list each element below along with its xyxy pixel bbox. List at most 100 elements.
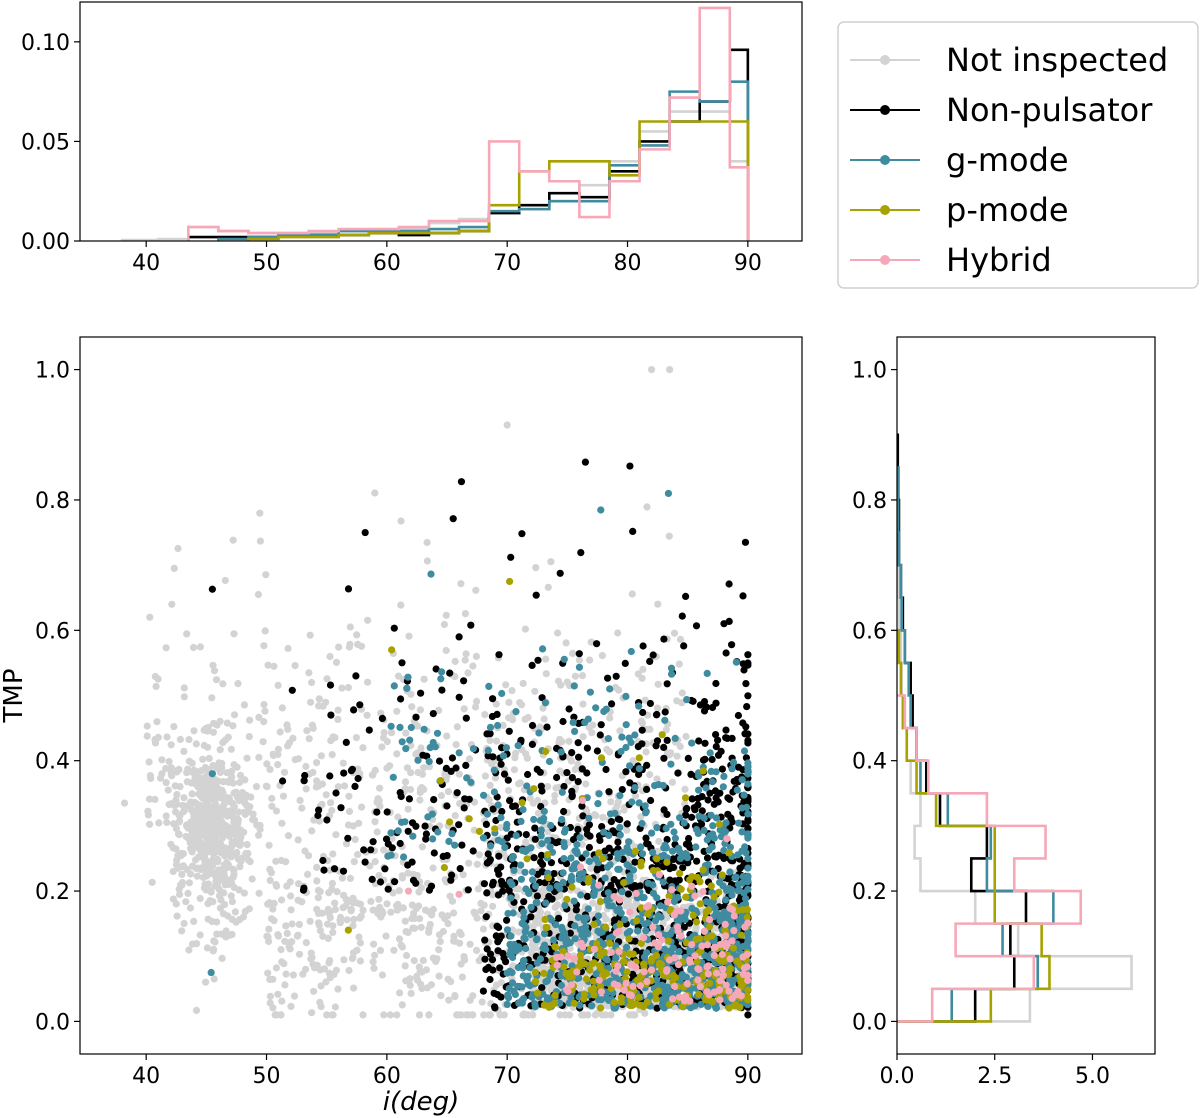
scatter-point — [709, 822, 717, 830]
scatter-point — [408, 703, 416, 711]
scatter-point — [229, 536, 237, 544]
scatter-point — [236, 771, 245, 780]
scatter-point — [219, 910, 227, 918]
scatter-series-p-mode — [437, 731, 752, 1012]
scatter-point — [430, 849, 438, 857]
scatter-point — [435, 946, 443, 954]
scatter-point — [699, 756, 708, 764]
top-hist-step-hybrid — [187, 6, 750, 241]
scatter-point — [586, 966, 594, 974]
scatter-point — [326, 974, 334, 982]
scatter-point — [676, 869, 684, 878]
scatter-point — [162, 644, 170, 652]
scatter-point — [337, 804, 345, 812]
scatter-point — [675, 993, 684, 1001]
scatter-point — [342, 902, 350, 910]
scatter-point — [692, 843, 700, 851]
scatter-point — [350, 915, 358, 924]
scatter-point — [626, 779, 634, 787]
scatter-point — [710, 893, 718, 901]
scatter-point — [600, 707, 608, 716]
scatter-point — [399, 904, 407, 912]
scatter-point — [322, 791, 330, 799]
scatter-point — [618, 786, 626, 794]
scatter-point — [631, 882, 639, 890]
scatter-point — [369, 958, 377, 966]
scatter-point — [705, 916, 714, 924]
scatter-point — [615, 865, 623, 874]
scatter-point — [604, 889, 612, 897]
scatter-point — [448, 871, 456, 879]
scatter-point — [737, 931, 745, 939]
scatter-point — [252, 783, 261, 791]
scatter-point — [689, 911, 697, 919]
scatter-point — [479, 987, 487, 995]
scatter-point — [360, 846, 368, 854]
scatter-point — [277, 1011, 285, 1019]
scatter-point — [458, 841, 466, 849]
scatter-point — [660, 635, 668, 643]
top-hist-step-p-mode — [247, 120, 750, 241]
scatter-point — [162, 764, 170, 773]
scatter-point — [301, 847, 309, 855]
scatter-point — [287, 1002, 295, 1011]
scatter-point — [366, 862, 374, 870]
scatter-point — [743, 971, 752, 979]
scatter-point — [739, 953, 747, 961]
scatter-point — [574, 778, 582, 786]
scatter-point — [530, 854, 538, 862]
scatter-point — [627, 647, 635, 656]
scatter-point — [382, 932, 390, 940]
scatter-point — [531, 835, 539, 843]
scatter-point — [636, 1001, 644, 1009]
scatter-point — [453, 1011, 461, 1019]
scatter-point — [597, 964, 605, 972]
scatter-point — [404, 869, 412, 877]
scatter-point — [490, 788, 498, 796]
scatter-point — [175, 818, 183, 826]
scatter-point — [328, 1011, 336, 1019]
scatter-point — [592, 855, 600, 863]
scatter-point — [216, 768, 224, 777]
scatter-point — [461, 656, 469, 664]
scatter-point — [270, 917, 278, 925]
scatter-point — [696, 900, 704, 908]
scatter-point — [396, 839, 404, 848]
scatter-point — [671, 834, 680, 842]
scatter-point — [493, 922, 501, 930]
scatter-point — [405, 632, 413, 640]
scatter-point — [433, 729, 442, 737]
scatter-point — [577, 863, 585, 871]
scatter-point — [696, 983, 705, 991]
scatter-point — [659, 781, 667, 790]
scatter-point — [345, 792, 353, 800]
scatter-point — [544, 782, 552, 791]
scatter-point — [719, 971, 727, 979]
scatter-point — [603, 994, 611, 1002]
scatter-point — [559, 869, 567, 877]
scatter-point — [637, 813, 645, 821]
scatter-point — [219, 739, 227, 747]
scatter-point — [628, 590, 636, 598]
scatter-point — [446, 818, 454, 826]
scatter-point — [492, 737, 501, 745]
scatter-point — [481, 936, 489, 944]
scatter-point — [315, 806, 323, 814]
scatter-point — [175, 765, 183, 774]
scatter-point — [441, 876, 449, 884]
scatter-point — [335, 643, 343, 651]
scatter-point — [282, 970, 290, 978]
scatter-point — [453, 723, 461, 731]
main-scatter-panel: 40 50 60 70 80 900.00.20.40.60.81.0i(deg)TMP — [0, 336, 803, 1117]
scatter-point — [365, 726, 373, 734]
scatter-point — [560, 929, 569, 937]
scatter-point — [721, 920, 729, 929]
scatter-point — [742, 723, 750, 731]
scatter-point — [444, 975, 452, 983]
scatter-point — [381, 865, 389, 873]
scatter-point — [532, 978, 540, 986]
scatter-point — [700, 814, 708, 822]
scatter-point — [370, 940, 378, 948]
scatter-point — [429, 864, 437, 872]
scatter-point — [635, 765, 644, 773]
